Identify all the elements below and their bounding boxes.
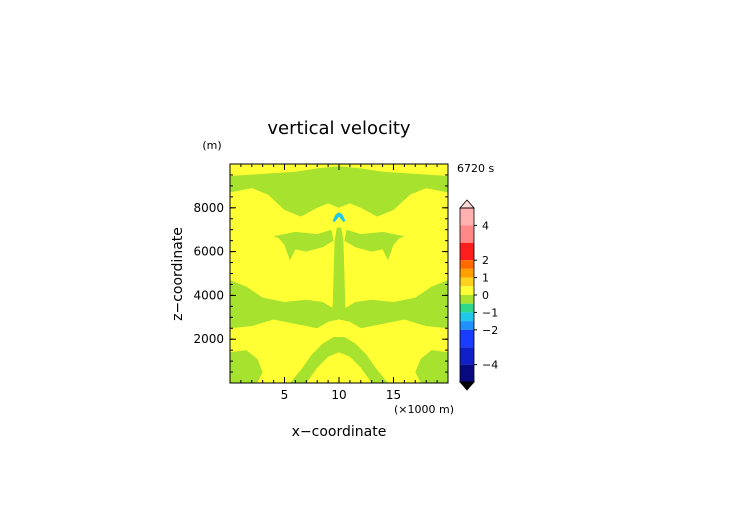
contour-region-0 (332, 227, 346, 313)
contour-region-9 (332, 212, 346, 222)
colorbar-segment (460, 312, 474, 322)
axes: 5 10 15 2000 4000 6000 8000 (193, 163, 449, 402)
colorbar-tick-label: −4 (482, 359, 498, 372)
colorbar-segment (460, 321, 474, 330)
x-axis-label: x−coordinate (292, 424, 387, 440)
colorbar-segment (460, 242, 474, 261)
y-unit-label: (m) (202, 139, 221, 152)
colorbar-segment (460, 303, 474, 313)
x-tick-label: 10 (331, 388, 346, 402)
colorbar-segment (460, 260, 474, 269)
time-label: 6720 s (457, 162, 494, 175)
colorbar-tick-label: 1 (482, 272, 489, 285)
contour-region-7 (415, 350, 448, 383)
contour-region-8 (306, 352, 372, 383)
colorbar-segment (460, 277, 474, 287)
x-tick-label: 15 (386, 388, 401, 402)
colorbar-segment (460, 329, 474, 348)
colorbar-segment (460, 364, 474, 382)
colorbar-over-arrow (459, 199, 475, 209)
colorbar-segment (460, 225, 474, 243)
y-tick-label: 6000 (193, 245, 224, 259)
colorbar-tick-label: 0 (482, 289, 489, 302)
colorbar-tick-label: 4 (482, 219, 489, 232)
contour-region-1 (230, 166, 448, 217)
colorbar-segment (460, 347, 474, 365)
colorbar-segment (460, 268, 474, 278)
x-unit-label: (×1000 m) (394, 403, 454, 416)
y-tick-label: 2000 (193, 332, 224, 346)
x-tick-label: 5 (281, 388, 289, 402)
colorbar-tick-label: 2 (482, 254, 489, 267)
colorbar-segment (460, 286, 474, 295)
contour-region-4 (230, 280, 448, 329)
y-axis-label: z−coordinate (170, 227, 186, 321)
y-tick-label: 4000 (193, 288, 224, 302)
colorbar-tick-label: −2 (482, 324, 498, 337)
colorbar-segment (460, 295, 474, 304)
colorbar-tick-label: −1 (482, 306, 498, 319)
colorbar-under-arrow (459, 381, 475, 391)
contour-region-3 (344, 229, 405, 261)
y-tick-label: 8000 (193, 201, 224, 215)
chart-title: vertical velocity (267, 118, 411, 139)
colorbar-segment (460, 208, 474, 226)
contour-region-6 (230, 350, 263, 383)
plot-area (229, 163, 449, 384)
contour-region-2 (273, 229, 334, 261)
colorbar: 4 2 1 0 −1 −2 −4 (459, 199, 498, 391)
